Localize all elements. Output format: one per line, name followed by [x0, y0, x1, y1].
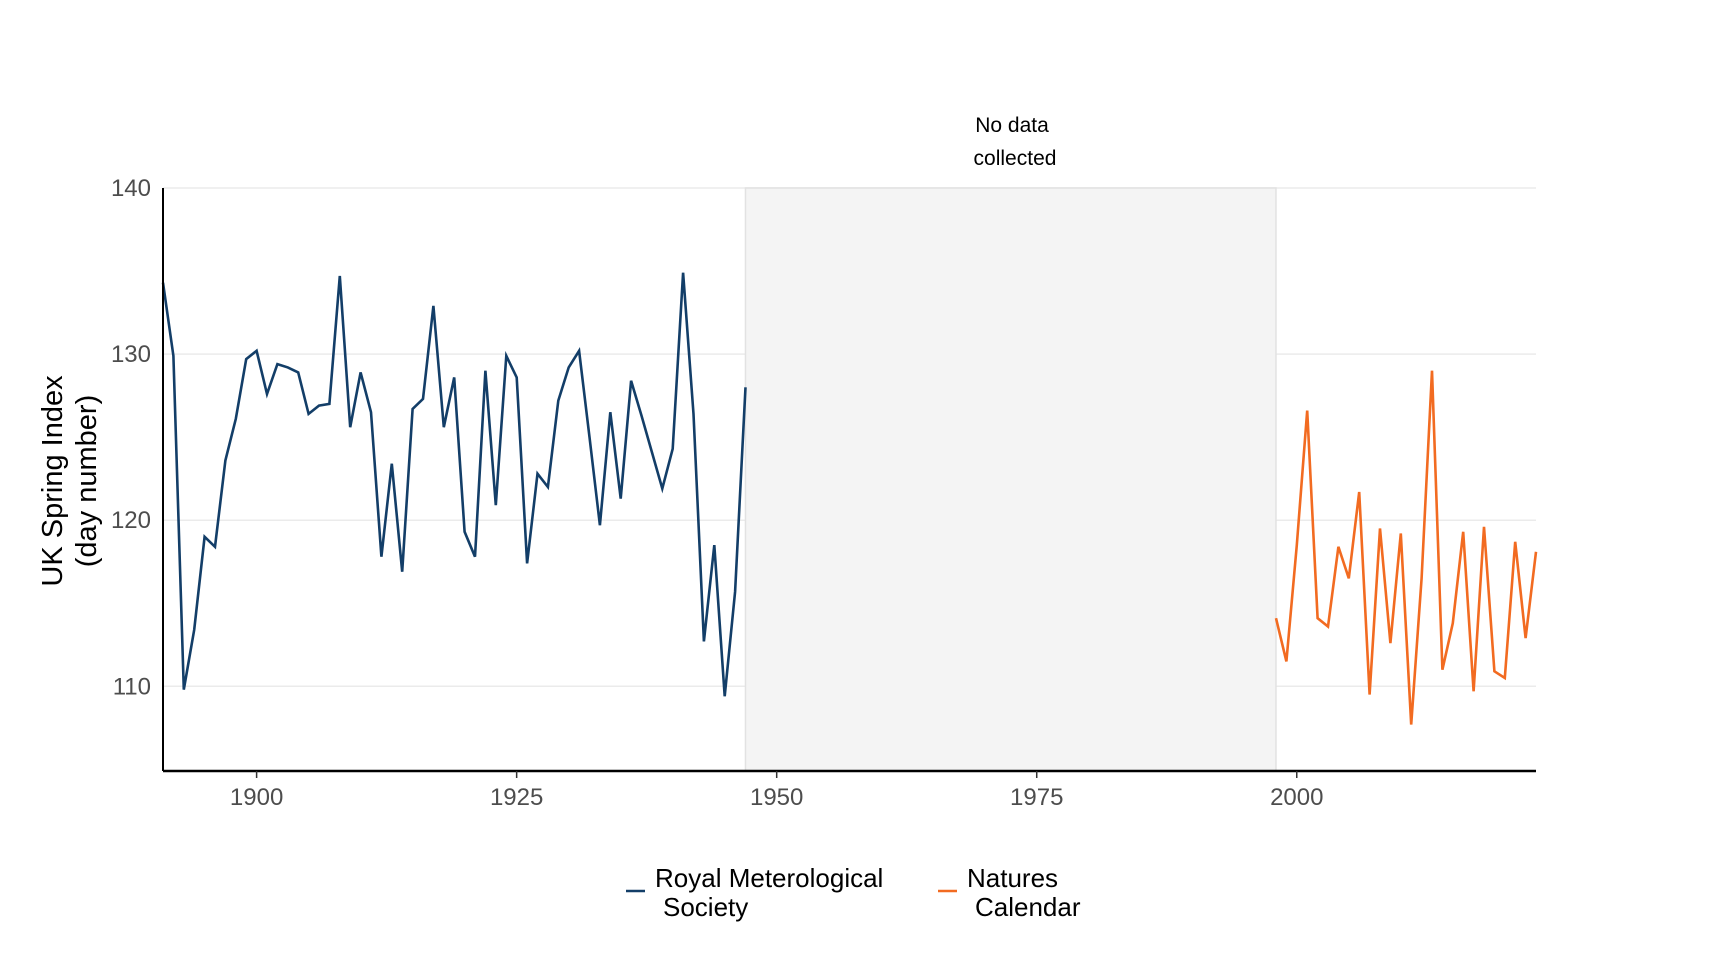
- x-tick-label-1925: 1925: [490, 784, 543, 811]
- y-tick-label-140: 140: [111, 175, 151, 202]
- series-lines: [161, 272, 1538, 725]
- y-axis-ticks: 110 120 130 140: [111, 175, 151, 700]
- x-axis-ticks: 1900 1925 1950 1975 2000: [230, 771, 1323, 811]
- y-tick-label-120: 120: [111, 507, 151, 534]
- no-data-region: [744, 187, 1277, 772]
- y-tick-label-130: 130: [111, 341, 151, 368]
- legend-label-nc-line1: Natures: [967, 863, 1058, 893]
- legend-label-rms-line1: Royal Meterological: [655, 863, 883, 893]
- x-tick-label-1900: 1900: [230, 784, 283, 811]
- y-tick-label-110: 110: [113, 673, 151, 700]
- x-tick-label-1950: 1950: [750, 784, 803, 811]
- no-data-annotation-line1: No data: [975, 114, 1049, 137]
- y-axis-label: UK Spring Index (day number): [37, 375, 103, 587]
- series-line-1: [1274, 370, 1538, 725]
- x-tick-label-1975: 1975: [1010, 784, 1063, 811]
- x-tick-label-2000: 2000: [1270, 784, 1323, 811]
- legend: Royal Meterological Society Natures Cale…: [626, 863, 1081, 922]
- series-line-0: [161, 272, 747, 697]
- legend-label-nc-line2: Calendar: [975, 892, 1081, 922]
- y-axis-label-line2: (day number): [71, 395, 103, 567]
- y-axis-label-line1: UK Spring Index: [37, 375, 69, 587]
- no-data-annotation-line2: collected: [974, 147, 1057, 170]
- legend-label-rms-line2: Society: [663, 892, 748, 922]
